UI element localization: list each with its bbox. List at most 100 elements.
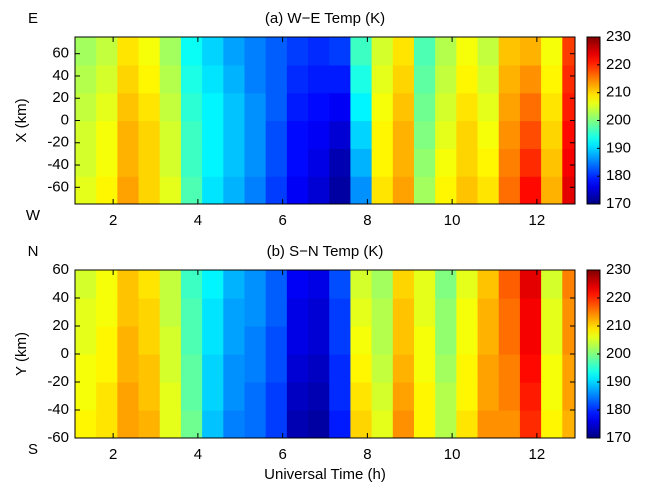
heat-cell: [435, 92, 457, 122]
heat-cell: [96, 270, 118, 299]
heat-cell: [286, 176, 309, 204]
heat-cell: [96, 410, 118, 438]
heat-cell: [117, 326, 140, 355]
heat-cell: [371, 298, 394, 327]
heat-cell: [202, 176, 224, 204]
y-tick-label: 20: [52, 317, 69, 334]
heat-cell: [541, 298, 563, 327]
heat-cell: [180, 120, 203, 149]
heat-cell: [477, 410, 500, 438]
heat-cell: [329, 410, 352, 438]
heat-cell: [541, 148, 563, 177]
heat-cell: [562, 410, 575, 438]
heat-cell: [223, 176, 246, 204]
heat-cell: [265, 176, 288, 204]
heat-cell: [371, 270, 394, 299]
heat-cell: [117, 120, 140, 149]
heat-cell: [244, 354, 267, 383]
y-tick-label: 20: [52, 89, 69, 106]
heat-cell: [392, 92, 415, 122]
heat-cell: [138, 410, 161, 438]
y-tick-label: -20: [47, 373, 69, 390]
heat-cell: [519, 354, 542, 383]
heat-cell: [308, 37, 330, 66]
x-tick-label: 12: [529, 446, 546, 463]
colorbar-tick-label: 210: [606, 84, 631, 101]
heat-cell: [562, 270, 575, 299]
colorbar-tick-label: 190: [606, 373, 631, 390]
y-axis-label: X (km): [13, 98, 30, 142]
heat-cell: [286, 410, 309, 438]
heat-cell: [413, 410, 436, 438]
heat-cell: [96, 326, 118, 355]
heat-cell: [329, 120, 352, 149]
heat-cell: [456, 382, 479, 411]
heat-cell: [202, 64, 224, 94]
heat-cell: [456, 148, 479, 177]
heat-cell: [456, 298, 479, 327]
heat-cell: [96, 37, 118, 66]
heat-cell: [180, 326, 203, 355]
colorbar-tick-label: 230: [606, 261, 631, 278]
heat-cell: [371, 92, 394, 122]
heat-cell: [392, 64, 415, 94]
heat-cell: [138, 270, 161, 299]
heat-cell: [392, 270, 415, 299]
heat-cell: [477, 326, 500, 355]
heat-cell: [498, 148, 521, 177]
heat-cell: [562, 354, 575, 383]
colorbar-tick-label: 200: [606, 111, 631, 128]
heat-cell: [329, 64, 352, 94]
heat-cell: [286, 354, 309, 383]
heat-cell: [371, 326, 394, 355]
heat-cell: [202, 270, 224, 299]
heat-cell: [498, 37, 521, 66]
heat-cell: [498, 298, 521, 327]
heat-cell: [308, 148, 330, 177]
heat-cell: [477, 382, 500, 411]
heat-cell: [159, 176, 182, 204]
heat-cell: [138, 382, 161, 411]
heat-cell: [498, 354, 521, 383]
heat-cell: [329, 148, 352, 177]
heat-cell: [75, 354, 97, 383]
heat-cell: [392, 298, 415, 327]
heatmap: [75, 37, 575, 204]
x-tick-label: 10: [444, 212, 461, 229]
heat-cell: [180, 382, 203, 411]
heat-cell: [371, 176, 394, 204]
heat-cell: [308, 120, 330, 149]
heat-cell: [541, 92, 563, 122]
heat-cell: [180, 298, 203, 327]
heat-cell: [413, 64, 436, 94]
heat-cell: [519, 64, 542, 94]
heat-cell: [265, 37, 288, 66]
heat-cell: [329, 298, 352, 327]
heatmap: [75, 270, 575, 438]
heat-cell: [180, 270, 203, 299]
heat-cell: [308, 176, 330, 204]
heat-cell: [350, 410, 373, 438]
heat-cell: [159, 270, 182, 299]
heat-cell: [541, 354, 563, 383]
heat-cell: [413, 298, 436, 327]
heat-cell: [477, 298, 500, 327]
heat-cell: [519, 270, 542, 299]
heat-cell: [456, 326, 479, 355]
heat-cell: [435, 120, 457, 149]
heat-cell: [202, 120, 224, 149]
heat-cell: [392, 148, 415, 177]
heat-cell: [138, 37, 161, 66]
heat-cell: [223, 298, 246, 327]
heat-cell: [286, 382, 309, 411]
heat-cell: [350, 37, 373, 66]
heat-cell: [159, 120, 182, 149]
y-tick-label: 0: [61, 345, 69, 362]
colorbar-tick-label: 210: [606, 317, 631, 334]
y-tick-label: 60: [52, 45, 69, 62]
heat-cell: [435, 326, 457, 355]
x-tick-label: 6: [278, 446, 286, 463]
panel-title: (a) W−E Temp (K): [265, 10, 385, 27]
heat-cell: [117, 92, 140, 122]
heat-cell: [159, 64, 182, 94]
